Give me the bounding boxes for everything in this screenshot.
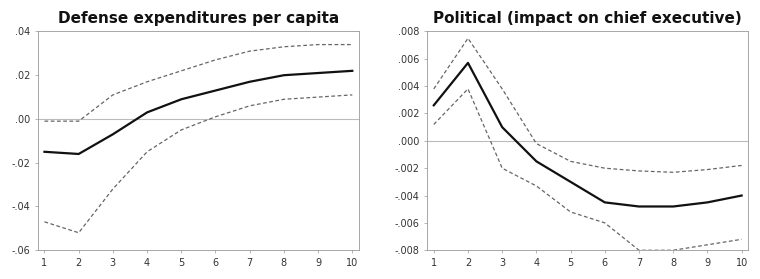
Title: Political (impact on chief executive): Political (impact on chief executive) xyxy=(433,11,742,26)
Title: Defense expenditures per capita: Defense expenditures per capita xyxy=(58,11,339,26)
